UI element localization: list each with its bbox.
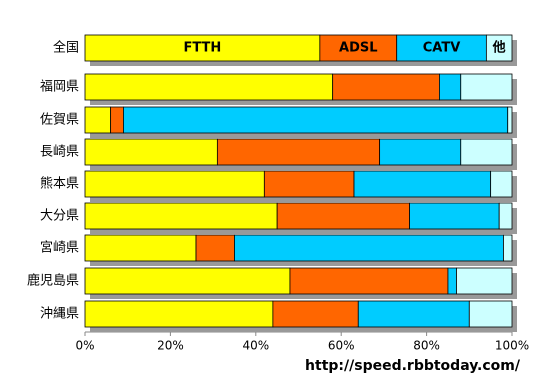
bar-segment — [234, 234, 504, 262]
bar-segment — [490, 170, 513, 198]
bar-segment — [123, 106, 509, 134]
bar-segment — [498, 202, 513, 230]
bar-segment — [439, 73, 462, 101]
category-label: 大分県 — [40, 209, 79, 224]
x-tick-label: 60% — [328, 339, 355, 353]
bar-segment — [276, 202, 410, 230]
bar-segment — [319, 34, 398, 62]
bar-segment — [507, 106, 513, 134]
category-label: 佐賀県 — [40, 113, 79, 128]
bar-segment — [468, 300, 513, 328]
bar-segment — [110, 106, 124, 134]
bar-segment — [216, 138, 381, 166]
bar-segment — [272, 300, 359, 328]
bar-segment — [332, 73, 440, 101]
legend-label: 他 — [492, 40, 506, 56]
bar-segment — [456, 267, 513, 295]
x-tick-label: 100% — [495, 339, 529, 353]
bar-segment — [263, 170, 355, 198]
x-tick-label: 40% — [242, 339, 269, 353]
bar-segment — [396, 34, 487, 62]
category-label: 宮崎県 — [40, 240, 79, 256]
bar-segment — [195, 234, 235, 262]
bar-segment — [460, 138, 513, 166]
bar-segment — [485, 34, 513, 62]
category-label: 全国 — [53, 40, 79, 56]
bar-segment — [84, 234, 197, 262]
bar-segment — [353, 170, 492, 198]
bar-segment — [84, 106, 112, 134]
x-tick-label: 20% — [157, 339, 184, 353]
bar-segment — [357, 300, 470, 328]
x-tick-label: 80% — [413, 339, 440, 353]
source-url: http://speed.rbbtoday.com/ — [305, 358, 521, 374]
bar-segment — [460, 73, 513, 101]
bar-segment — [379, 138, 462, 166]
category-label: 長崎県 — [40, 145, 79, 160]
bar-segment — [503, 234, 513, 262]
bar-segment — [447, 267, 457, 295]
bar-segment — [84, 300, 274, 328]
legend-label: FTTH — [184, 41, 222, 56]
bar-segment — [84, 267, 291, 295]
legend-label: CATV — [423, 41, 461, 56]
bar-segment — [84, 170, 265, 198]
legend-label: ADSL — [339, 41, 378, 56]
category-label: 福岡県 — [40, 80, 79, 95]
category-label: 沖縄県 — [40, 307, 79, 322]
bar-segment — [289, 267, 449, 295]
x-tick-label: 0% — [75, 339, 94, 353]
category-label: 鹿児島県 — [27, 273, 79, 289]
bar-segment — [84, 202, 278, 230]
bar-segment — [84, 73, 334, 101]
category-label: 熊本県 — [40, 176, 79, 192]
bar-segment — [409, 202, 500, 230]
bar-segment — [84, 138, 218, 166]
